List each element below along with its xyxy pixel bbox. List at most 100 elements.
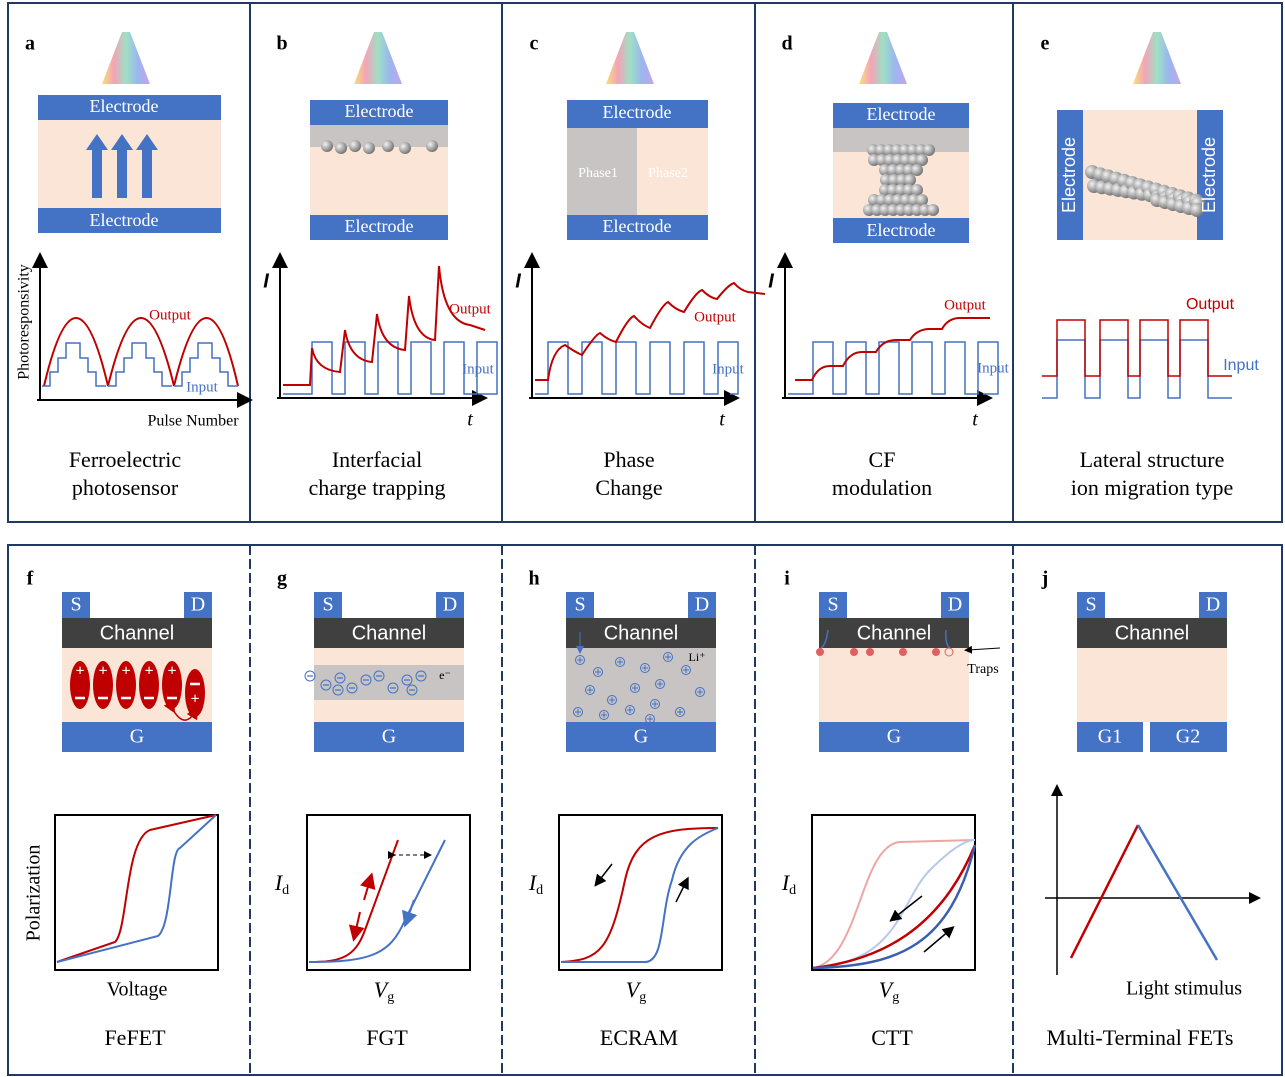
subscript: g	[892, 990, 899, 1005]
caption: charge trapping	[308, 475, 445, 500]
sweep-arrow	[364, 880, 370, 900]
electron	[305, 671, 315, 681]
dipole-sign: +	[121, 663, 130, 680]
caption: Lateral structure	[1080, 447, 1225, 472]
particle	[923, 144, 935, 156]
light-prism	[354, 32, 402, 84]
drain-label: D	[443, 594, 457, 616]
particle	[363, 142, 375, 154]
input-label: Input	[977, 360, 1009, 376]
plot-frame	[307, 815, 470, 970]
particle	[927, 204, 939, 216]
light-prism	[1133, 32, 1181, 84]
particle	[426, 140, 438, 152]
panel-label: j	[1041, 568, 1049, 590]
output-curve	[283, 266, 485, 385]
y-axis-label: Photoresponsivity	[16, 264, 33, 380]
dielectric	[819, 648, 969, 722]
curve-forward	[309, 840, 398, 962]
rise-line	[1071, 825, 1138, 958]
ferroelectric-layer	[38, 120, 221, 208]
caption: Ferroelectric	[69, 447, 182, 472]
output-label: Output	[1186, 296, 1235, 313]
light-prism	[102, 32, 150, 84]
caption: Interfacial	[332, 447, 422, 472]
x-axis-label: Vg	[374, 977, 394, 1005]
panel-label: h	[528, 568, 539, 590]
sweep-arrow	[598, 864, 612, 882]
carrier-label: Li⁺	[689, 650, 706, 664]
caption: CTT	[871, 1025, 913, 1050]
drain-label: D	[1206, 594, 1220, 616]
caption: ion migration type	[1071, 475, 1234, 500]
sweep-arrow	[355, 912, 360, 934]
caption: FeFET	[104, 1025, 166, 1050]
output-label: Output	[149, 307, 192, 323]
fall-line	[1138, 825, 1217, 960]
x-axis-label: Vg	[626, 977, 646, 1005]
electrode-label: Electrode	[90, 210, 159, 230]
gate-label: G	[382, 726, 396, 748]
x-axis-label: Voltage	[107, 979, 168, 1001]
output-curve	[44, 318, 238, 386]
panel-label: f	[27, 568, 34, 590]
dipole-sign: +	[190, 691, 199, 708]
electrode-label: Electrode	[603, 216, 672, 236]
dipole-sign: +	[144, 663, 153, 680]
source-label: S	[574, 594, 585, 616]
caption: Multi-Terminal FETs	[1047, 1025, 1234, 1050]
output-wave	[1042, 320, 1232, 376]
curve-light1	[813, 840, 975, 968]
drain-label: D	[695, 594, 709, 616]
dipole-sign: +	[98, 663, 107, 680]
input-pulses	[788, 342, 998, 394]
y-axis-label: Id	[528, 870, 543, 898]
trap	[899, 648, 907, 656]
electrode-label: Electrode	[90, 96, 159, 116]
output-label: Output	[944, 297, 987, 313]
curve-light2	[813, 840, 975, 968]
caption: Phase	[603, 447, 654, 472]
input-pulses	[535, 342, 738, 394]
y-axis-label: Id	[274, 870, 289, 898]
output-label: Output	[449, 301, 492, 317]
trap-arrow	[968, 648, 1000, 650]
y-axis-label: Polarization	[23, 845, 45, 942]
input-label: Input	[186, 379, 218, 395]
gate-label: G	[130, 726, 144, 748]
dielectric	[1077, 648, 1227, 722]
x-axis-label: t	[719, 409, 725, 431]
subscript: d	[536, 883, 543, 898]
caption: modulation	[832, 475, 932, 500]
electrode-label: Electrode	[867, 104, 936, 124]
subscript: g	[387, 990, 394, 1005]
input-wave	[1042, 340, 1232, 398]
sweep-arrow	[894, 896, 922, 918]
particle	[321, 140, 333, 152]
panel-label: d	[781, 33, 792, 55]
particle	[349, 140, 361, 152]
channel-label: Channel	[1115, 622, 1190, 644]
output-curve	[795, 318, 990, 380]
panel-label: g	[277, 568, 287, 590]
electrode-label: Electrode	[867, 220, 936, 240]
x-axis-label: Pulse Number	[147, 413, 239, 430]
trap	[866, 648, 874, 656]
electrode-label: Electrode	[603, 102, 672, 122]
x-axis-label: Vg	[879, 977, 899, 1005]
trap	[816, 648, 824, 656]
y-axis-label: Id	[781, 870, 796, 898]
electrode-label: Electrode	[1059, 137, 1079, 213]
phase-label: Phase1	[578, 166, 618, 181]
gate-label: G	[634, 726, 648, 748]
electrode-label: Electrode	[345, 216, 414, 236]
caption: ECRAM	[600, 1025, 678, 1050]
source-label: S	[1085, 594, 1096, 616]
source-label: S	[70, 594, 81, 616]
plot-frame	[55, 815, 218, 970]
electrode-label: Electrode	[345, 101, 414, 121]
source-label: S	[827, 594, 838, 616]
subscript: d	[789, 883, 796, 898]
curve-forward	[561, 828, 718, 962]
subscript: d	[282, 883, 289, 898]
